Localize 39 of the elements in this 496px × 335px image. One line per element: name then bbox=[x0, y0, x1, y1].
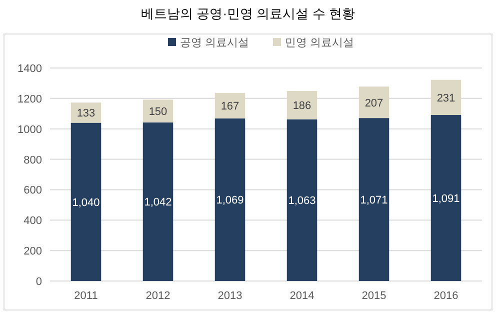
bar bbox=[70, 122, 102, 281]
y-tick-label: 200 bbox=[24, 246, 42, 258]
y-tick-label: 1000 bbox=[18, 124, 42, 136]
y-tick-label: 1400 bbox=[18, 63, 42, 75]
data-label: 133 bbox=[76, 108, 96, 120]
data-label: 150 bbox=[148, 106, 168, 118]
bar bbox=[286, 90, 318, 120]
bar bbox=[286, 119, 318, 281]
data-label: 1,042 bbox=[144, 196, 172, 209]
bar bbox=[142, 122, 174, 281]
bar bbox=[358, 86, 390, 118]
chart-title: 베트남의 공영·민영 의료시설 수 현황 bbox=[141, 6, 355, 21]
data-label: 1,091 bbox=[432, 193, 460, 206]
x-tick-label: 2011 bbox=[74, 290, 98, 302]
legend-label: 민영 의료시설 bbox=[285, 37, 354, 49]
y-tick-label: 1200 bbox=[18, 93, 42, 106]
data-label: 186 bbox=[292, 100, 312, 112]
bar bbox=[214, 92, 246, 118]
x-tick-label: 2013 bbox=[218, 290, 242, 302]
bar bbox=[358, 118, 390, 281]
data-label: 207 bbox=[364, 97, 384, 110]
x-tick-label: 2016 bbox=[434, 290, 458, 302]
x-tick-label: 2015 bbox=[362, 290, 386, 302]
y-tick-label: 800 bbox=[24, 154, 42, 166]
data-label: 167 bbox=[220, 100, 240, 113]
x-tick-label: 2014 bbox=[290, 290, 314, 302]
data-label: 231 bbox=[436, 92, 456, 104]
bar bbox=[214, 118, 246, 281]
y-tick-label: 400 bbox=[24, 215, 42, 228]
data-label: 1,040 bbox=[72, 196, 100, 209]
legend-label: 공영 의료시설 bbox=[180, 37, 250, 49]
data-label: 1,063 bbox=[288, 195, 316, 208]
bar bbox=[430, 115, 462, 281]
bar bbox=[430, 80, 462, 116]
x-tick-label: 2012 bbox=[146, 290, 170, 302]
y-tick-label: 0 bbox=[36, 276, 42, 288]
data-label: 1,071 bbox=[360, 194, 388, 207]
data-label: 1,069 bbox=[216, 194, 244, 207]
y-tick-label: 600 bbox=[24, 184, 42, 197]
